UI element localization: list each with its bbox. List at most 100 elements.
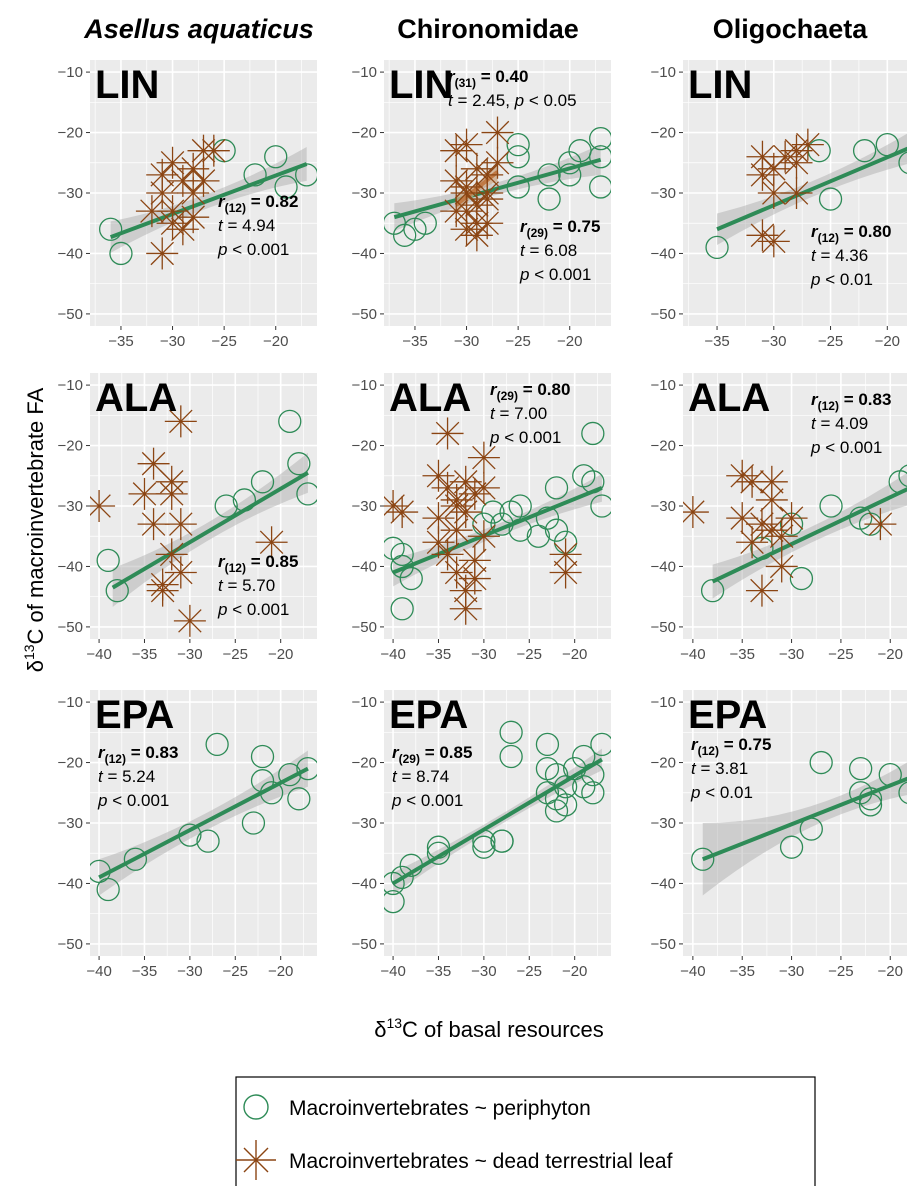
point-dead-leaf <box>471 177 504 209</box>
plot-area <box>98 134 317 270</box>
stat-p: p < 0.001 <box>97 791 169 810</box>
legend-label-dead-leaf: Macroinvertebrates ~ dead terrestrial le… <box>289 1150 673 1173</box>
y-tick-label: −20 <box>651 438 676 455</box>
point-dead-leaf <box>156 146 189 179</box>
x-tick-label: −30 <box>761 333 786 350</box>
x-tick-label: −35 <box>426 963 451 980</box>
point-dead-leaf <box>458 562 491 595</box>
point-periphyton <box>241 811 266 835</box>
stat-p: p < 0.001 <box>217 600 289 619</box>
point-dead-leaf <box>481 116 514 149</box>
x-tick-label: −25 <box>211 333 236 350</box>
y-tick-label: −20 <box>58 125 83 142</box>
point-periphyton <box>413 211 437 235</box>
y-tick-label: −30 <box>651 815 676 832</box>
fa-label: LIN <box>688 63 752 107</box>
point-periphyton <box>898 151 907 175</box>
fa-label: EPA <box>688 693 767 737</box>
fit-line-periphyton <box>392 486 603 575</box>
x-tick-label: −30 <box>471 963 496 980</box>
point-periphyton <box>506 175 530 199</box>
x-tick-label: −20 <box>562 963 587 980</box>
x-tick-label: −25 <box>517 646 542 663</box>
fa-label: EPA <box>95 693 174 737</box>
x-tick-label: −35 <box>426 646 451 663</box>
y-tick-label: −10 <box>58 64 83 81</box>
y-tick-label: −20 <box>352 438 377 455</box>
point-dead-leaf <box>173 604 206 637</box>
stat-p: p < 0.001 <box>810 438 882 457</box>
point-dead-leaf <box>791 128 824 161</box>
y-tick-label: −20 <box>651 755 676 772</box>
point-dead-leaf <box>746 158 779 191</box>
stat-r: r(12) = 0.85 <box>218 552 298 575</box>
plot-area <box>683 459 907 607</box>
point-periphyton <box>296 482 317 506</box>
x-tick-label: −35 <box>108 333 133 350</box>
point-periphyton <box>852 139 877 163</box>
y-tick-label: −30 <box>651 185 676 202</box>
point-periphyton <box>98 217 123 241</box>
point-dead-leaf <box>467 441 500 474</box>
point-periphyton <box>789 566 814 591</box>
x-tick-label: −35 <box>704 333 729 350</box>
stat-t: t = 5.70 <box>218 576 275 595</box>
fa-label: LIN <box>95 63 159 107</box>
point-periphyton <box>898 464 907 488</box>
point-periphyton <box>875 132 899 157</box>
point-dead-leaf <box>440 514 473 547</box>
panels: −35 −30 −25 −20 −10 −20 −30 −40 −50 LIN r(12) = 0.… <box>58 60 907 980</box>
confidence-band <box>702 762 907 896</box>
column-title-oligochaeta: Oligochaeta <box>713 14 869 44</box>
point-periphyton <box>278 409 302 434</box>
point-dead-leaf <box>255 526 288 559</box>
point-periphyton <box>96 877 120 902</box>
x-tick-label: −20 <box>562 646 587 663</box>
fit-line-periphyton <box>702 776 907 862</box>
y-tick-label: −30 <box>58 815 83 832</box>
point-dead-leaf <box>146 237 179 270</box>
point-dead-leaf <box>197 134 230 167</box>
point-dead-leaf <box>481 146 514 179</box>
point-dead-leaf <box>460 152 493 185</box>
x-tick-label: −25 <box>223 963 248 980</box>
point-periphyton <box>472 829 496 853</box>
x-tick-label: −20 <box>878 963 903 980</box>
y-tick-label: −30 <box>651 498 676 515</box>
point-dead-leaf <box>146 574 179 607</box>
y-tick-label: −40 <box>58 245 83 262</box>
point-periphyton <box>799 817 823 841</box>
y-tick-label: −40 <box>352 875 377 892</box>
y-tick-label: −50 <box>58 306 83 323</box>
point-periphyton <box>544 762 569 787</box>
point-dead-leaf <box>726 502 759 535</box>
y-tick-label: −20 <box>58 438 83 455</box>
point-periphyton <box>499 744 523 769</box>
plot-area <box>384 417 611 625</box>
point-periphyton <box>426 835 451 859</box>
y-tick-label: −10 <box>651 64 676 81</box>
x-tick-label: −25 <box>828 963 853 980</box>
x-tick-label: −30 <box>779 963 804 980</box>
point-dead-leaf <box>769 140 802 173</box>
point-dead-leaf <box>757 225 790 258</box>
y-tick-label: −10 <box>352 377 377 394</box>
point-periphyton <box>544 476 569 500</box>
point-periphyton <box>590 732 611 757</box>
plot-area <box>90 732 317 902</box>
point-dead-leaf <box>755 514 788 547</box>
point-dead-leaf <box>450 128 483 161</box>
point-dead-leaf <box>146 177 179 209</box>
legend-asterisk-marker <box>236 1140 276 1180</box>
point-dead-leaf <box>422 526 455 559</box>
point-periphyton <box>123 847 148 871</box>
point-periphyton <box>705 235 729 260</box>
point-dead-leaf <box>864 508 897 541</box>
fa-label: ALA <box>688 376 770 420</box>
point-periphyton <box>691 847 715 871</box>
point-periphyton <box>589 175 611 199</box>
point-periphyton <box>581 470 605 494</box>
point-dead-leaf <box>431 471 464 504</box>
